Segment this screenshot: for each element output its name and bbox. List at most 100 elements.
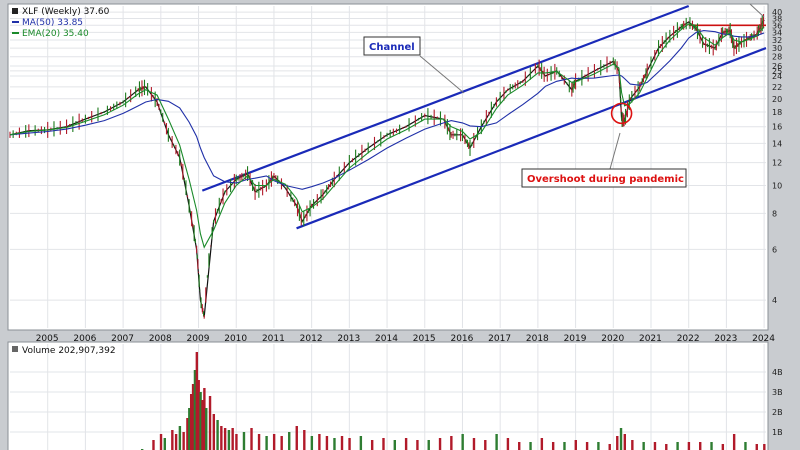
volume-bar: [250, 428, 253, 450]
y-tick-label: 20: [772, 95, 782, 104]
x-tick-label: 2020: [601, 334, 624, 344]
volume-bar: [288, 432, 291, 450]
volume-legend-icon: [12, 346, 18, 352]
x-tick-label: 2019: [564, 334, 587, 344]
x-tick-label: 2024: [752, 334, 775, 344]
x-tick-label: 2017: [488, 334, 511, 344]
volume-bar: [174, 434, 178, 450]
x-tick-label: 2011: [262, 334, 285, 344]
top-right-callout-line: [749, 3, 765, 18]
volume-bar: [159, 434, 163, 450]
x-tick-label: 2022: [677, 334, 700, 344]
volume-bar: [710, 442, 713, 450]
volume-bar: [755, 444, 758, 450]
x-tick-label: 2005: [36, 334, 59, 344]
volume-bar: [163, 438, 166, 450]
volume-bar: [484, 440, 487, 450]
legend-icon-price: [12, 8, 18, 14]
volume-bar: [272, 434, 276, 450]
y-tick-label: 12: [772, 159, 782, 168]
volume-bar: [744, 442, 747, 450]
y-tick-label: 34: [772, 28, 782, 37]
volume-bar: [370, 440, 374, 450]
y-tick-label: 6: [772, 245, 777, 254]
x-tick-label: 2013: [337, 334, 360, 344]
date-axis: 2005 2006 2007 2008 2009 2010 2011 2012 2013 2014…: [36, 334, 776, 344]
vol-y-tick-label: 1B: [772, 428, 783, 437]
volume-bar: [763, 444, 766, 450]
pandemic-annotation: Overshoot during pandemic: [521, 132, 687, 188]
volume-bar: [574, 440, 577, 450]
y-tick-label: 10: [772, 181, 782, 190]
vol-y-tick-label: 3B: [772, 388, 783, 397]
volume-bar: [208, 396, 212, 450]
y-tick-label: 30: [772, 44, 782, 53]
volume-bar: [623, 434, 627, 450]
volume-bar: [189, 394, 193, 450]
y-tick-label: 38: [772, 15, 782, 24]
volume-bar: [340, 436, 344, 450]
volume-bar: [665, 444, 668, 450]
channel-annotation: Channel: [363, 36, 465, 94]
volume-bar: [191, 384, 195, 450]
volume-bar: [631, 440, 634, 450]
volume-bar: [687, 442, 691, 450]
volume-bar: [585, 442, 589, 450]
volume-bar: [721, 444, 725, 450]
x-tick-label: 2012: [300, 334, 323, 344]
volume-bar: [461, 434, 464, 450]
volume-bar: [201, 400, 204, 450]
volume-bar: [333, 438, 336, 450]
volume-bar: [506, 438, 510, 450]
volume-bar: [265, 436, 268, 450]
volume-bar: [732, 434, 736, 450]
legend-price: XLF (Weekly) 37.60: [22, 7, 110, 17]
channel-upper-line: [201, 4, 690, 192]
volume-bar: [203, 388, 206, 450]
volume-bar: [325, 436, 329, 450]
y-tick-label: 40: [772, 8, 782, 17]
volume-bar: [404, 438, 408, 450]
x-tick-label: 2015: [413, 334, 436, 344]
channel-lower-line: [296, 47, 767, 230]
y-tick-label: 26: [772, 62, 782, 71]
volume-bar: [653, 442, 657, 450]
volume-bar: [199, 392, 202, 450]
pandemic-label: Overshoot during pandemic: [527, 174, 684, 185]
channel-label-box: [363, 36, 421, 56]
pandemic-highlight-circle: [610, 102, 633, 125]
y-tick-label: 32: [772, 36, 782, 45]
volume-legend: Volume 202,907,392: [22, 346, 116, 356]
y-tick-label: 28: [772, 53, 782, 62]
volume-bar: [318, 434, 321, 450]
volume-bar: [220, 426, 223, 450]
volume-bar: [416, 440, 419, 450]
volume-bar: [393, 440, 396, 450]
channel-callout-line: [419, 55, 465, 94]
volume-bar: [619, 428, 623, 450]
volume-bar: [182, 432, 185, 450]
y-tick-label: 8: [772, 209, 777, 218]
volume-bar: [227, 430, 231, 450]
volume-bar: [231, 428, 234, 450]
legend-ma50: MA(50) 33.85: [22, 18, 83, 28]
volume-panel-background: [7, 341, 769, 450]
y-tick-label: 24: [772, 72, 782, 81]
volume-bar: [642, 442, 645, 450]
legend-ema20: EMA(20) 35.40: [22, 29, 89, 39]
volume-bar: [495, 434, 498, 450]
ma50-line: [9, 30, 765, 190]
volume-bar: [540, 438, 544, 450]
volume-bar: [216, 420, 219, 450]
volume-bar: [382, 438, 385, 450]
x-tick-label: 2010: [224, 334, 247, 344]
y-tick-label: 16: [772, 123, 782, 132]
y-tick-label: 36: [772, 21, 782, 30]
volume-bar: [359, 436, 363, 450]
volume-bar: [518, 442, 521, 450]
volume-bar: [348, 438, 351, 450]
volume-bar: [563, 442, 566, 450]
volume-bar: [152, 440, 155, 450]
volume-bar: [597, 442, 600, 450]
volume-bar: [197, 380, 200, 450]
